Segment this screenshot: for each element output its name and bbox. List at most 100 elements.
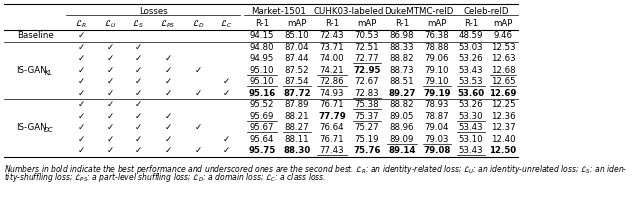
Text: ✓: ✓: [134, 43, 141, 52]
Text: 72.83: 72.83: [355, 89, 380, 98]
Text: mAP: mAP: [428, 19, 447, 29]
Text: 79.10: 79.10: [425, 77, 449, 86]
Text: 75.27: 75.27: [355, 123, 380, 132]
Text: 74.21: 74.21: [320, 66, 344, 75]
Text: ✓: ✓: [77, 54, 84, 63]
Text: 53.43: 53.43: [459, 66, 483, 75]
Text: CUHK03-labeled: CUHK03-labeled: [314, 6, 384, 15]
Text: ✓: ✓: [77, 135, 84, 144]
Text: Losses: Losses: [139, 6, 168, 15]
Text: 72.95: 72.95: [353, 66, 381, 75]
Text: 88.82: 88.82: [390, 54, 414, 63]
Text: 87.52: 87.52: [285, 66, 309, 75]
Text: 79.04: 79.04: [425, 123, 449, 132]
Text: mAP: mAP: [287, 19, 307, 29]
Text: 87.04: 87.04: [285, 43, 309, 52]
Text: ✓: ✓: [106, 146, 114, 155]
Text: 72.51: 72.51: [355, 43, 380, 52]
Text: 77.43: 77.43: [320, 146, 344, 155]
Text: ✓: ✓: [134, 112, 141, 121]
Text: 86.98: 86.98: [390, 31, 414, 40]
Text: 89.27: 89.27: [388, 89, 416, 98]
Text: ✓: ✓: [164, 77, 172, 86]
Text: 53.26: 53.26: [459, 100, 483, 109]
Text: ✓: ✓: [164, 89, 172, 98]
Text: 53.03: 53.03: [459, 43, 483, 52]
Text: 77.79: 77.79: [318, 112, 346, 121]
Text: 79.19: 79.19: [423, 89, 451, 98]
Text: ✓: ✓: [195, 66, 202, 75]
Text: ✓: ✓: [106, 89, 114, 98]
Text: ✓: ✓: [134, 135, 141, 144]
Text: ✓: ✓: [77, 31, 84, 40]
Text: ✓: ✓: [77, 112, 84, 121]
Text: 12.37: 12.37: [491, 123, 515, 132]
Text: Market-1501: Market-1501: [252, 6, 307, 15]
Text: ✓: ✓: [164, 66, 172, 75]
Text: ✓: ✓: [77, 89, 84, 98]
Text: 76.38: 76.38: [425, 31, 449, 40]
Text: ✓: ✓: [77, 43, 84, 52]
Text: 95.16: 95.16: [248, 89, 276, 98]
Text: 12.40: 12.40: [491, 135, 515, 144]
Text: ✓: ✓: [106, 66, 114, 75]
Text: ✓: ✓: [77, 146, 84, 155]
Text: ✓: ✓: [106, 100, 114, 109]
Text: ✓: ✓: [77, 100, 84, 109]
Text: 76.71: 76.71: [320, 100, 344, 109]
Text: ✓: ✓: [195, 89, 202, 98]
Text: 89.09: 89.09: [390, 135, 414, 144]
Text: R-1: R-1: [395, 19, 409, 29]
Text: IS-GAN: IS-GAN: [16, 123, 46, 132]
Text: 85.10: 85.10: [285, 31, 309, 40]
Text: ✓: ✓: [134, 89, 141, 98]
Text: 72.77: 72.77: [355, 54, 380, 63]
Text: 88.11: 88.11: [285, 135, 309, 144]
Text: ✓: ✓: [106, 43, 114, 52]
Text: $\mathcal{L}_S$: $\mathcal{L}_S$: [132, 18, 144, 30]
Text: 48.59: 48.59: [459, 31, 483, 40]
Text: 53.43: 53.43: [459, 123, 483, 132]
Text: ✓: ✓: [164, 146, 172, 155]
Text: 88.21: 88.21: [285, 112, 309, 121]
Text: 53.30: 53.30: [459, 112, 483, 121]
Text: 12.68: 12.68: [491, 66, 515, 75]
Text: 78.88: 78.88: [425, 43, 449, 52]
Text: mAP: mAP: [357, 19, 377, 29]
Text: ✓: ✓: [222, 89, 230, 98]
Text: 72.67: 72.67: [355, 77, 380, 86]
Text: ✓: ✓: [134, 146, 141, 155]
Text: DC: DC: [44, 127, 54, 133]
Text: $\mathcal{L}_R$: $\mathcal{L}_R$: [75, 18, 87, 30]
Text: ✓: ✓: [134, 100, 141, 109]
Text: 53.60: 53.60: [458, 89, 484, 98]
Text: $\mathcal{L}_C$: $\mathcal{L}_C$: [220, 18, 232, 30]
Text: ✓: ✓: [195, 123, 202, 132]
Text: 95.64: 95.64: [250, 135, 275, 144]
Text: ✓: ✓: [77, 77, 84, 86]
Text: 95.67: 95.67: [250, 123, 275, 132]
Text: 88.30: 88.30: [284, 146, 310, 155]
Text: 12.50: 12.50: [490, 146, 516, 155]
Text: ✓: ✓: [134, 66, 141, 75]
Text: 76.64: 76.64: [320, 123, 344, 132]
Text: ✓: ✓: [77, 123, 84, 132]
Text: ✓: ✓: [164, 54, 172, 63]
Text: ✓: ✓: [106, 54, 114, 63]
Text: 75.76: 75.76: [353, 146, 381, 155]
Text: ✓: ✓: [106, 77, 114, 86]
Text: 88.33: 88.33: [390, 43, 414, 52]
Text: Baseline: Baseline: [17, 31, 53, 40]
Text: ✓: ✓: [106, 135, 114, 144]
Text: $\mathcal{L}_U$: $\mathcal{L}_U$: [104, 18, 116, 30]
Text: 88.27: 88.27: [285, 123, 309, 132]
Text: R-1: R-1: [325, 19, 339, 29]
Text: 95.69: 95.69: [250, 112, 274, 121]
Text: ✓: ✓: [134, 123, 141, 132]
Text: 78.87: 78.87: [425, 112, 449, 121]
Text: 72.86: 72.86: [320, 77, 344, 86]
Text: 74.00: 74.00: [320, 54, 344, 63]
Text: 79.03: 79.03: [425, 135, 449, 144]
Text: R-1: R-1: [255, 19, 269, 29]
Text: 75.37: 75.37: [355, 112, 380, 121]
